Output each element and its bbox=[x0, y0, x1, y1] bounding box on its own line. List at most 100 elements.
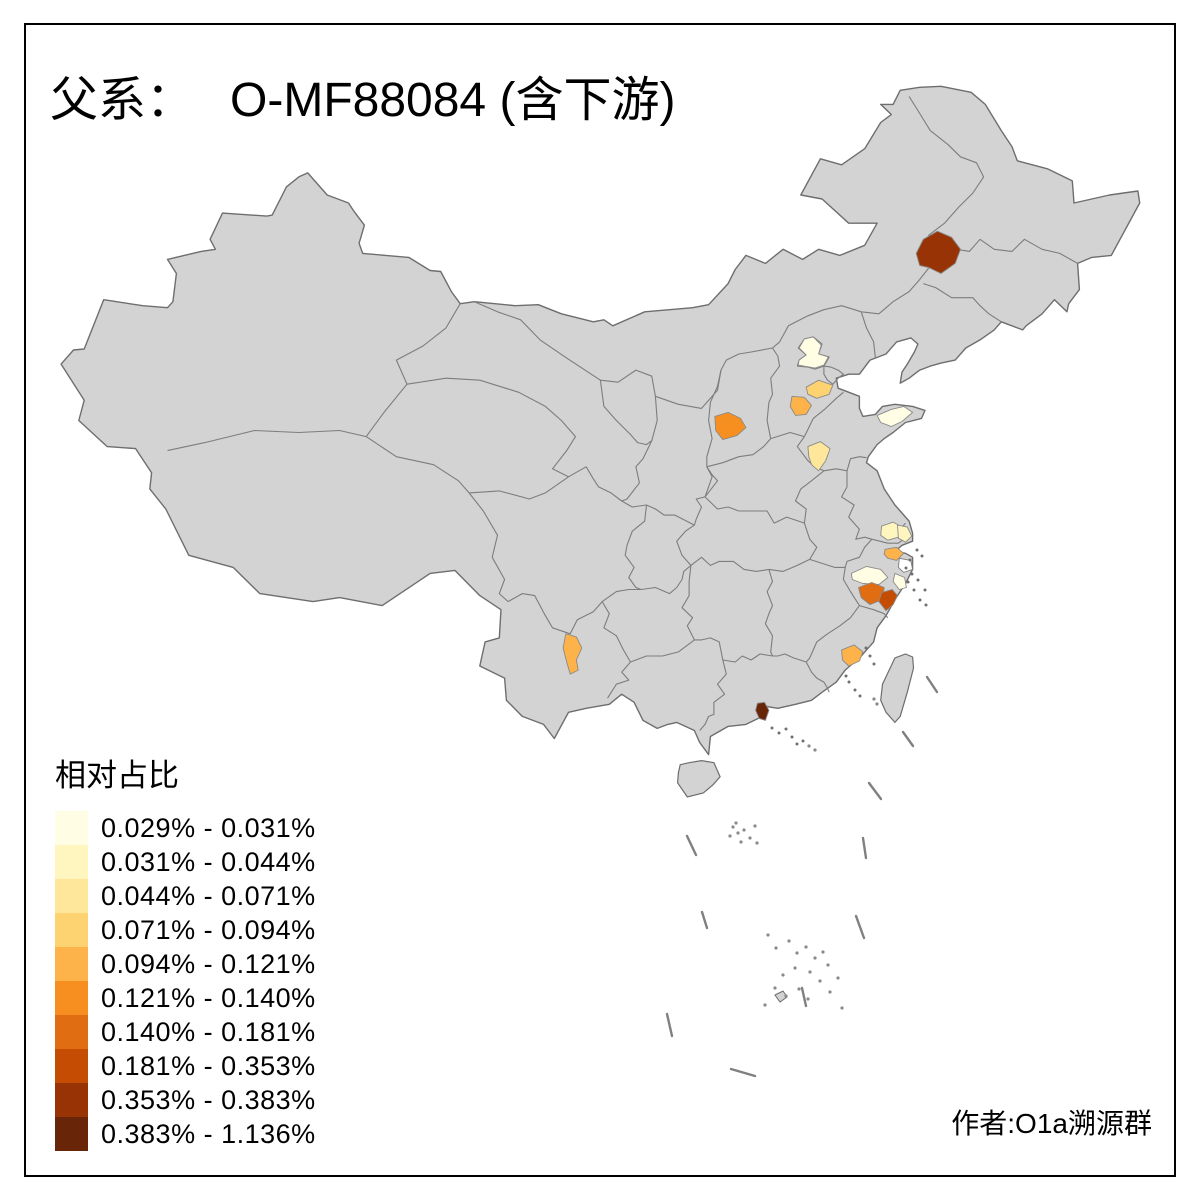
legend-label: 0.044% - 0.071% bbox=[101, 880, 316, 911]
province-border bbox=[842, 567, 860, 606]
province-border bbox=[468, 492, 509, 603]
nine-dash-line-segment bbox=[700, 910, 709, 930]
taiwan-island bbox=[880, 653, 915, 724]
plot-frame bbox=[24, 23, 1176, 1177]
province-border bbox=[601, 588, 642, 603]
province-border bbox=[803, 391, 844, 437]
island-dot bbox=[773, 986, 777, 990]
island-dot bbox=[739, 840, 743, 844]
legend-swatch bbox=[55, 1117, 88, 1151]
province-border bbox=[772, 653, 807, 663]
coastal-island-dot bbox=[844, 674, 848, 678]
coastal-island-dot bbox=[872, 662, 876, 666]
province-border bbox=[766, 347, 781, 439]
island-dot bbox=[787, 939, 791, 943]
province-border bbox=[621, 466, 719, 526]
nine-dash-line-segment bbox=[867, 781, 883, 801]
island-dot bbox=[828, 990, 832, 994]
province-border bbox=[823, 365, 844, 385]
legend-row: 0.044% - 0.071% bbox=[55, 879, 316, 913]
province-border bbox=[844, 538, 873, 568]
prefecture-region bbox=[714, 411, 747, 441]
island-dot bbox=[734, 821, 738, 825]
coastal-island-dot bbox=[853, 688, 857, 692]
province-border bbox=[823, 456, 867, 472]
coastal-island-dot bbox=[924, 603, 928, 607]
province-border bbox=[624, 504, 648, 591]
legend-label: 0.353% - 0.383% bbox=[101, 1084, 316, 1115]
legend-label: 0.029% - 0.031% bbox=[101, 812, 316, 843]
legend-swatch bbox=[55, 913, 88, 947]
coastal-island-dot bbox=[912, 588, 916, 592]
island-dot bbox=[804, 945, 808, 949]
coastal-island-dot bbox=[918, 598, 922, 602]
coastal-island-dot bbox=[770, 726, 774, 730]
legend-swatch bbox=[55, 845, 88, 879]
island-dot bbox=[797, 987, 801, 991]
island-dot bbox=[818, 979, 822, 983]
legend-swatch bbox=[55, 879, 88, 913]
province-border bbox=[365, 436, 470, 494]
author-credit: 作者:O1a溯源群 bbox=[951, 1108, 1152, 1139]
coastal-island-dot bbox=[920, 554, 924, 558]
province-border bbox=[860, 311, 876, 359]
legend-label: 0.181% - 0.353% bbox=[101, 1050, 316, 1081]
prefecture-region bbox=[797, 336, 829, 369]
province-border bbox=[859, 605, 889, 619]
province-border bbox=[601, 601, 631, 663]
province-border bbox=[676, 524, 810, 572]
legend-row: 0.383% - 1.136% bbox=[55, 1117, 316, 1151]
legend-label: 0.383% - 1.136% bbox=[101, 1118, 316, 1149]
island-dot bbox=[766, 933, 770, 937]
province-border bbox=[607, 661, 631, 699]
province-border bbox=[770, 431, 805, 440]
province-border bbox=[805, 605, 860, 663]
legend-label: 0.094% - 0.121% bbox=[101, 948, 316, 979]
province-border bbox=[794, 470, 825, 524]
island-dot bbox=[784, 994, 788, 998]
island-dot bbox=[728, 834, 732, 838]
coastal-island-dot bbox=[858, 694, 862, 698]
coastal-island-dot bbox=[906, 580, 910, 584]
island-dot bbox=[836, 976, 840, 980]
province-border bbox=[599, 380, 658, 446]
legend-label: 0.031% - 0.044% bbox=[101, 846, 316, 877]
legend: 相对占比 0.029% - 0.031% 0.031% - 0.044% 0.044… bbox=[55, 750, 316, 1151]
legend-swatch bbox=[55, 947, 88, 981]
province-border bbox=[395, 303, 461, 385]
prefecture-region bbox=[915, 230, 961, 274]
nine-dash-line-segment bbox=[854, 914, 866, 940]
prefecture-region bbox=[892, 572, 907, 590]
island-dot bbox=[774, 946, 778, 950]
legend-row: 0.071% - 0.094% bbox=[55, 913, 316, 947]
province-border bbox=[641, 564, 692, 595]
coastal-island-dot bbox=[795, 742, 799, 746]
coastal-island-dot bbox=[864, 646, 868, 650]
province-border bbox=[841, 470, 872, 540]
island-dot bbox=[826, 963, 830, 967]
legend-swatch bbox=[55, 1015, 88, 1049]
legend-row: 0.031% - 0.044% bbox=[55, 845, 316, 879]
province-border bbox=[630, 639, 695, 663]
province-border bbox=[365, 383, 408, 437]
island-dot bbox=[821, 950, 825, 954]
province-border bbox=[937, 238, 1078, 264]
island-dot bbox=[806, 997, 810, 1001]
coastal-island-dot bbox=[868, 654, 872, 658]
nine-dash-line-segment bbox=[800, 986, 808, 1008]
legend-label: 0.140% - 0.181% bbox=[101, 1016, 316, 1047]
legend-swatch bbox=[55, 1049, 88, 1083]
nine-dash-line-segment bbox=[925, 675, 939, 694]
prefecture-region bbox=[878, 589, 898, 612]
province-border bbox=[474, 301, 601, 381]
coastal-island-dot bbox=[790, 735, 794, 739]
island-dot bbox=[731, 825, 735, 829]
page-title: 父系： O-MF88084 (含下游) bbox=[50, 60, 675, 130]
island-dot bbox=[753, 824, 757, 828]
legend-swatch bbox=[55, 1083, 88, 1117]
coastal-island-dot bbox=[801, 739, 805, 743]
prefecture-region bbox=[883, 546, 905, 561]
province-border bbox=[406, 377, 577, 478]
island-dot bbox=[736, 831, 740, 835]
